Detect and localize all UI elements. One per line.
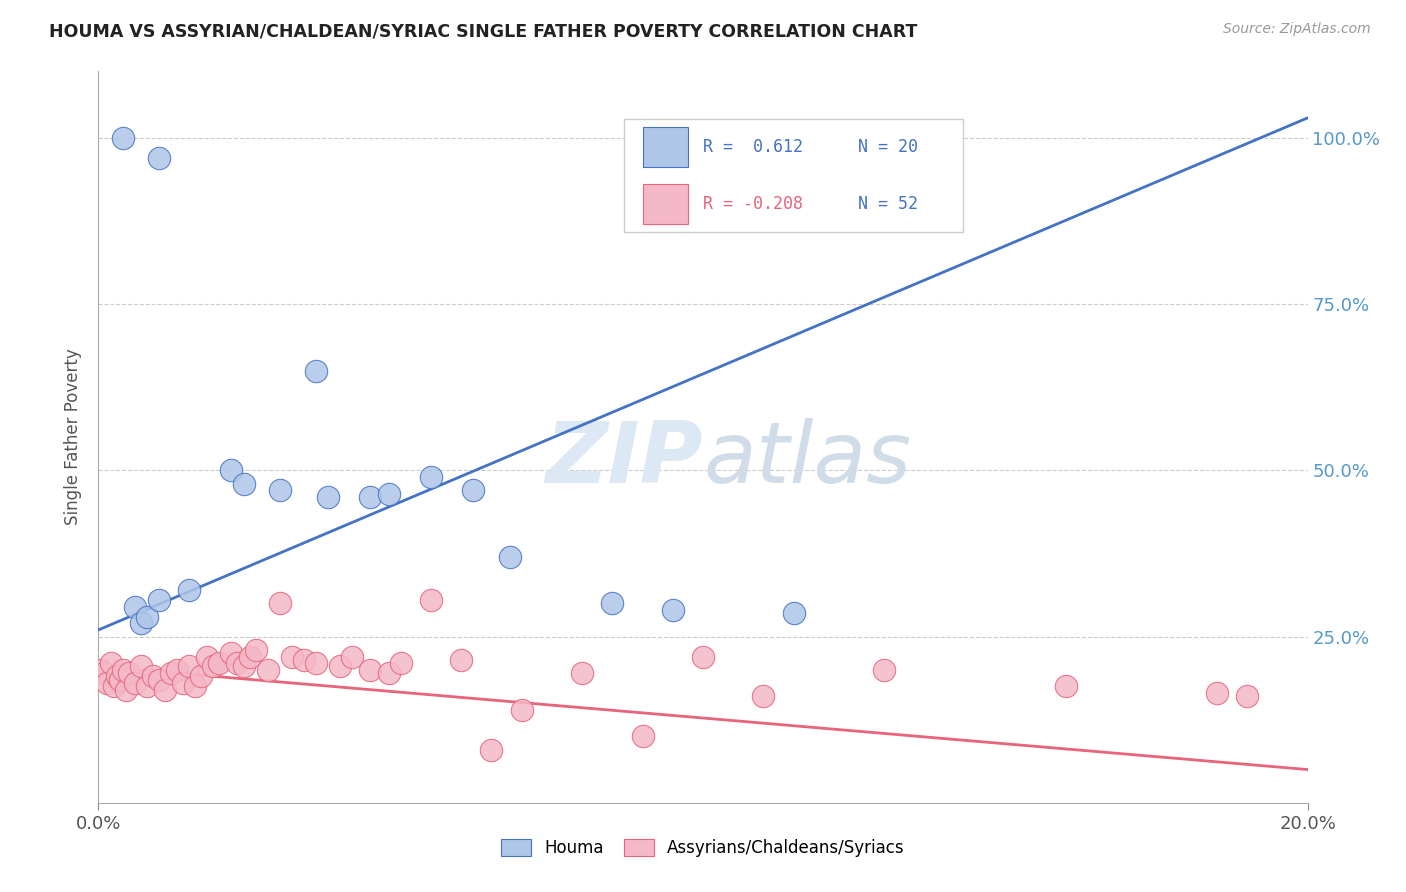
Y-axis label: Single Father Poverty: Single Father Poverty [65, 349, 83, 525]
Point [631, 729, 654, 743]
Point [114, 682, 136, 697]
Point [269, 596, 291, 610]
Point [108, 673, 131, 687]
Point [111, 663, 134, 677]
Legend: Houma, Assyrians/Chaldeans/Syriacs: Houma, Assyrians/Chaldeans/Syriacs [495, 832, 911, 864]
Point [752, 690, 775, 704]
Point [226, 656, 249, 670]
Point [305, 363, 328, 377]
Point [111, 131, 134, 145]
Point [93, 666, 115, 681]
Point [420, 593, 443, 607]
Point [103, 680, 125, 694]
Point [571, 666, 593, 681]
FancyBboxPatch shape [643, 184, 689, 224]
Point [377, 486, 399, 500]
Point [124, 599, 146, 614]
Point [142, 669, 165, 683]
Point [245, 643, 267, 657]
Point [602, 596, 624, 610]
Point [360, 663, 382, 677]
Point [450, 653, 472, 667]
Point [305, 656, 328, 670]
Point [316, 490, 339, 504]
Point [129, 659, 152, 673]
Point [100, 656, 122, 670]
Point [256, 663, 278, 677]
Point [202, 659, 225, 673]
Point [463, 483, 485, 498]
Point [129, 616, 152, 631]
Point [232, 659, 254, 673]
Point [783, 607, 806, 621]
Point [148, 151, 170, 165]
Point [281, 649, 304, 664]
Point [232, 476, 254, 491]
Point [1054, 680, 1077, 694]
Point [208, 656, 231, 670]
Point [148, 593, 170, 607]
Text: N = 20: N = 20 [858, 138, 918, 156]
Point [269, 483, 291, 498]
Point [148, 673, 170, 687]
Point [389, 656, 412, 670]
Point [221, 463, 243, 477]
Point [153, 682, 176, 697]
Point [179, 582, 201, 597]
Point [377, 666, 399, 681]
Text: HOUMA VS ASSYRIAN/CHALDEAN/SYRIAC SINGLE FATHER POVERTY CORRELATION CHART: HOUMA VS ASSYRIAN/CHALDEAN/SYRIAC SINGLE… [49, 22, 918, 40]
Point [1236, 690, 1258, 704]
Point [873, 663, 896, 677]
Point [360, 490, 382, 504]
Point [105, 669, 128, 683]
Text: R = -0.208: R = -0.208 [703, 195, 803, 213]
Text: R =  0.612: R = 0.612 [703, 138, 803, 156]
Point [661, 603, 683, 617]
Point [239, 649, 262, 664]
Point [184, 680, 207, 694]
Text: atlas: atlas [703, 417, 911, 500]
Point [510, 703, 533, 717]
Point [195, 649, 218, 664]
Point [342, 649, 364, 664]
FancyBboxPatch shape [643, 128, 689, 168]
Text: Source: ZipAtlas.com: Source: ZipAtlas.com [1223, 22, 1371, 37]
Point [329, 659, 352, 673]
Point [179, 659, 201, 673]
Text: ZIP: ZIP [546, 417, 703, 500]
Point [172, 676, 194, 690]
Point [221, 646, 243, 660]
Point [190, 669, 212, 683]
Point [135, 609, 157, 624]
Point [498, 549, 520, 564]
Point [135, 680, 157, 694]
Point [420, 470, 443, 484]
Point [96, 676, 118, 690]
Point [166, 663, 188, 677]
Point [118, 666, 141, 681]
Point [90, 663, 112, 677]
FancyBboxPatch shape [624, 119, 963, 232]
Text: N = 52: N = 52 [858, 195, 918, 213]
Point [124, 676, 146, 690]
Point [1206, 686, 1229, 700]
Point [292, 653, 315, 667]
Point [160, 666, 183, 681]
Point [481, 742, 503, 756]
Point [692, 649, 714, 664]
